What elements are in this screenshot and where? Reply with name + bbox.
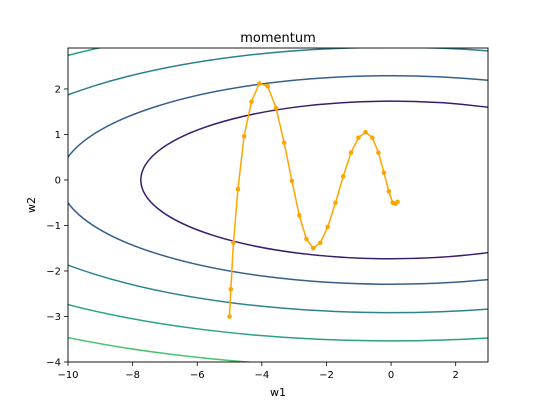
y-tick-label: 0	[55, 175, 61, 186]
contour-level	[0, 47, 543, 312]
trajectory-point	[363, 130, 368, 135]
trajectory-point	[318, 240, 323, 245]
trajectory-point	[231, 240, 236, 245]
x-axis-ticks: −10 −8 −6 −4 −2 0 2	[57, 362, 458, 381]
y-tick-label: 2	[55, 84, 61, 95]
trajectory-point	[395, 200, 400, 205]
trajectory-point	[297, 213, 302, 218]
chart-title: momentum	[240, 31, 316, 46]
y-tick-label: −4	[46, 358, 61, 369]
x-tick-label: −10	[57, 370, 78, 381]
contour-lines	[0, 0, 543, 396]
y-tick-label: 1	[55, 130, 61, 141]
contour-level	[0, 19, 543, 341]
trajectory-point	[325, 225, 330, 230]
trajectory-point	[249, 99, 254, 104]
x-axis-label: w1	[270, 386, 286, 399]
trajectory-point	[387, 189, 392, 194]
trajectory-point	[341, 174, 346, 179]
x-tick-label: −6	[190, 370, 205, 381]
y-tick-label: −1	[46, 221, 61, 232]
trajectory-point	[282, 140, 287, 145]
x-tick-label: −4	[254, 370, 269, 381]
x-tick-label: 0	[388, 370, 394, 381]
trajectory-point	[311, 246, 316, 251]
x-tick-label: 2	[453, 370, 459, 381]
plot-frame	[68, 48, 488, 362]
trajectory-point	[227, 314, 232, 319]
contour-level	[0, 0, 543, 368]
y-axis-label: w2	[25, 197, 38, 213]
trajectory-point	[242, 134, 247, 139]
y-tick-label: −2	[46, 266, 61, 277]
trajectory-point	[356, 135, 361, 140]
trajectory-point	[376, 150, 381, 155]
y-tick-label: −3	[46, 312, 61, 323]
trajectory-point	[382, 170, 387, 175]
trajectory-point	[349, 150, 354, 155]
y-axis-ticks: −4 −3 −2 −1 0 1 2	[46, 84, 68, 368]
trajectory-point	[236, 187, 241, 192]
trajectory-point	[274, 106, 279, 111]
momentum-trajectory	[227, 81, 400, 319]
trajectory-point	[290, 179, 295, 184]
x-tick-label: −2	[319, 370, 334, 381]
trajectory-point	[229, 287, 234, 292]
trajectory-point	[333, 200, 338, 205]
trajectory-point	[304, 237, 309, 242]
x-tick-label: −8	[125, 370, 140, 381]
trajectory-point	[257, 81, 262, 86]
trajectory-point	[265, 84, 270, 89]
trajectory-point	[370, 135, 375, 140]
